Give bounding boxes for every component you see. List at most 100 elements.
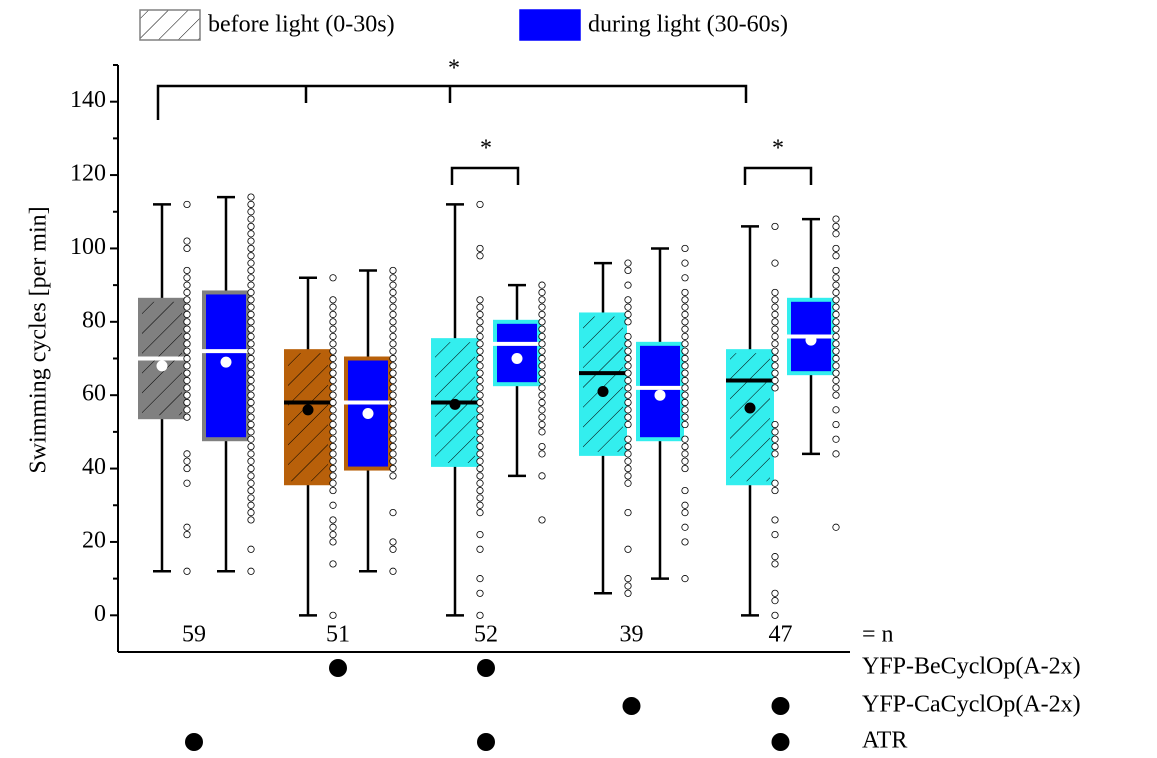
data-point [183,384,191,392]
data-point [832,391,840,399]
data-point [538,332,546,341]
data-point [476,494,484,502]
data-point [247,442,255,451]
data-point [681,413,689,421]
data-point [329,362,337,370]
data-point [476,575,484,583]
data-point [681,362,689,370]
data-point [771,318,779,326]
data-point [247,450,255,458]
mean-marker [156,360,168,372]
data-point [681,501,689,509]
data-point [329,325,337,333]
data-point [538,391,546,399]
data-point [681,332,689,341]
data-point [624,376,632,385]
data-point [389,391,397,399]
data-point [329,340,337,348]
data-point [476,303,484,311]
data-point [771,516,779,524]
data-point [389,274,397,282]
mean-marker [362,408,374,420]
data-point [832,523,840,531]
y-axis-label: Swimming cycles [per min] [26,206,52,473]
data-point [247,244,255,253]
data-point [832,420,840,429]
data-point [183,303,191,311]
data-point [538,413,546,421]
data-point [247,266,255,275]
mean-marker [449,398,461,410]
data-point [247,486,255,495]
significance-label: * [772,136,784,162]
y-tick-label: 140 [70,87,106,113]
data-point [624,340,632,348]
data-point [681,486,689,495]
data-point [183,450,191,458]
data-point [476,244,484,253]
data-point [389,281,397,289]
data-point [247,193,255,201]
legend-swatch [139,9,201,41]
data-point [771,597,779,605]
data-point [538,310,546,319]
data-point [771,325,779,333]
data-point [832,325,840,333]
data-point [247,420,255,429]
data-point [183,340,191,348]
data-point [247,347,255,355]
bracket [156,84,748,120]
data-point [329,501,337,509]
data-point [681,310,689,319]
data-point [476,347,484,355]
data-point [247,391,255,399]
condition-dot [185,733,203,751]
data-point [389,406,397,414]
data-point [681,457,689,465]
data-point [681,435,689,443]
mean-marker [597,386,609,398]
y-tick-label: 60 [82,381,106,407]
data-point [538,516,546,524]
data-point [247,281,255,289]
data-point [476,589,484,597]
data-point [247,200,255,209]
data-point [329,274,337,282]
data-point [476,428,484,436]
data-point [329,442,337,451]
data-point [247,457,255,465]
data-point [624,391,632,399]
data-point [389,398,397,407]
data-point [247,384,255,392]
data-point [624,362,632,370]
mean-marker [805,334,817,346]
data-point [247,413,255,421]
data-point [681,538,689,546]
y-tick-label: 120 [70,161,106,187]
bracket [743,166,813,185]
data-point [538,398,546,407]
data-point [771,376,779,385]
y-tick-label: 80 [82,307,106,333]
data-point [832,332,840,341]
data-point [832,376,840,385]
data-point [476,296,484,304]
data-point [538,450,546,458]
data-point [476,340,484,348]
data-point [624,508,632,517]
data-point [247,318,255,326]
data-point [389,435,397,443]
data-point [247,259,255,267]
data-point [476,200,484,209]
box [726,349,774,486]
data-point [247,406,255,414]
data-point [389,369,397,377]
y-tick-label: 20 [82,527,106,553]
data-point [681,384,689,392]
n-label: 39 [620,622,644,648]
data-point [389,340,397,348]
data-point [771,259,779,267]
data-point [389,420,397,429]
box [284,349,332,486]
mean-marker [302,404,314,416]
